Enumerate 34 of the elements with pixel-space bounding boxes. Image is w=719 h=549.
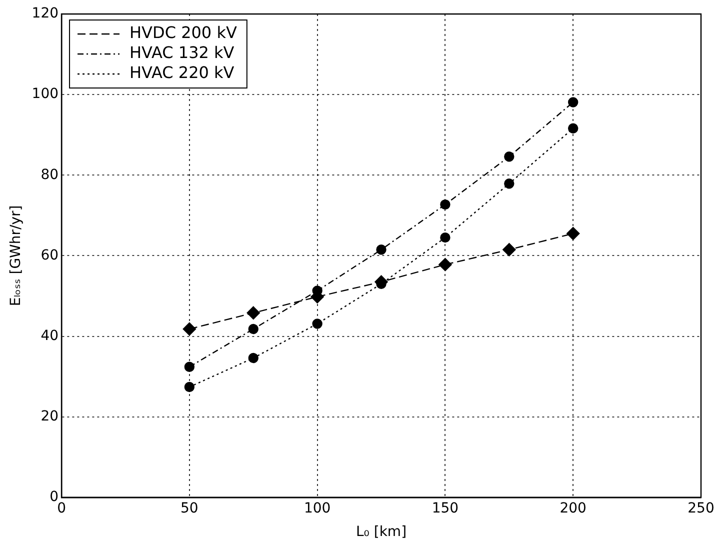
x-tick-label: 50 [180,500,198,516]
point [568,97,578,108]
point [182,322,196,336]
legend-label: HVAC 220 kV [130,63,234,82]
point [568,123,578,134]
legend-label: HVDC 200 kV [130,23,237,42]
point [504,152,514,162]
point [246,306,260,320]
point [312,318,322,329]
legend-label: HVAC 132 kV [130,43,234,62]
point [184,382,195,392]
y-tick-label: 60 [40,247,59,264]
x-tick-label: 150 [432,500,459,516]
point [502,243,516,256]
point [376,244,386,255]
point [248,352,258,364]
point [440,232,450,243]
point [440,199,450,210]
point [504,178,514,189]
x-tick-label: 200 [560,500,586,516]
y-tick-label: 120 [32,6,59,22]
x-tick-label: 250 [688,500,714,516]
point [248,324,258,334]
y-tick-label: 20 [40,408,59,424]
x-axis-title: L₀ [km] [356,524,407,540]
point [438,258,452,272]
x-tick-label: 100 [304,500,331,516]
point [566,226,580,240]
y-tick-label: 100 [32,86,59,102]
y-axis-title: Eₗₒₛₛ [GWhr/yr] [8,205,24,306]
point [184,362,195,372]
y-tick-label: 0 [50,489,59,506]
y-tick-label: 80 [40,166,59,183]
y-tick-label: 40 [40,328,59,344]
